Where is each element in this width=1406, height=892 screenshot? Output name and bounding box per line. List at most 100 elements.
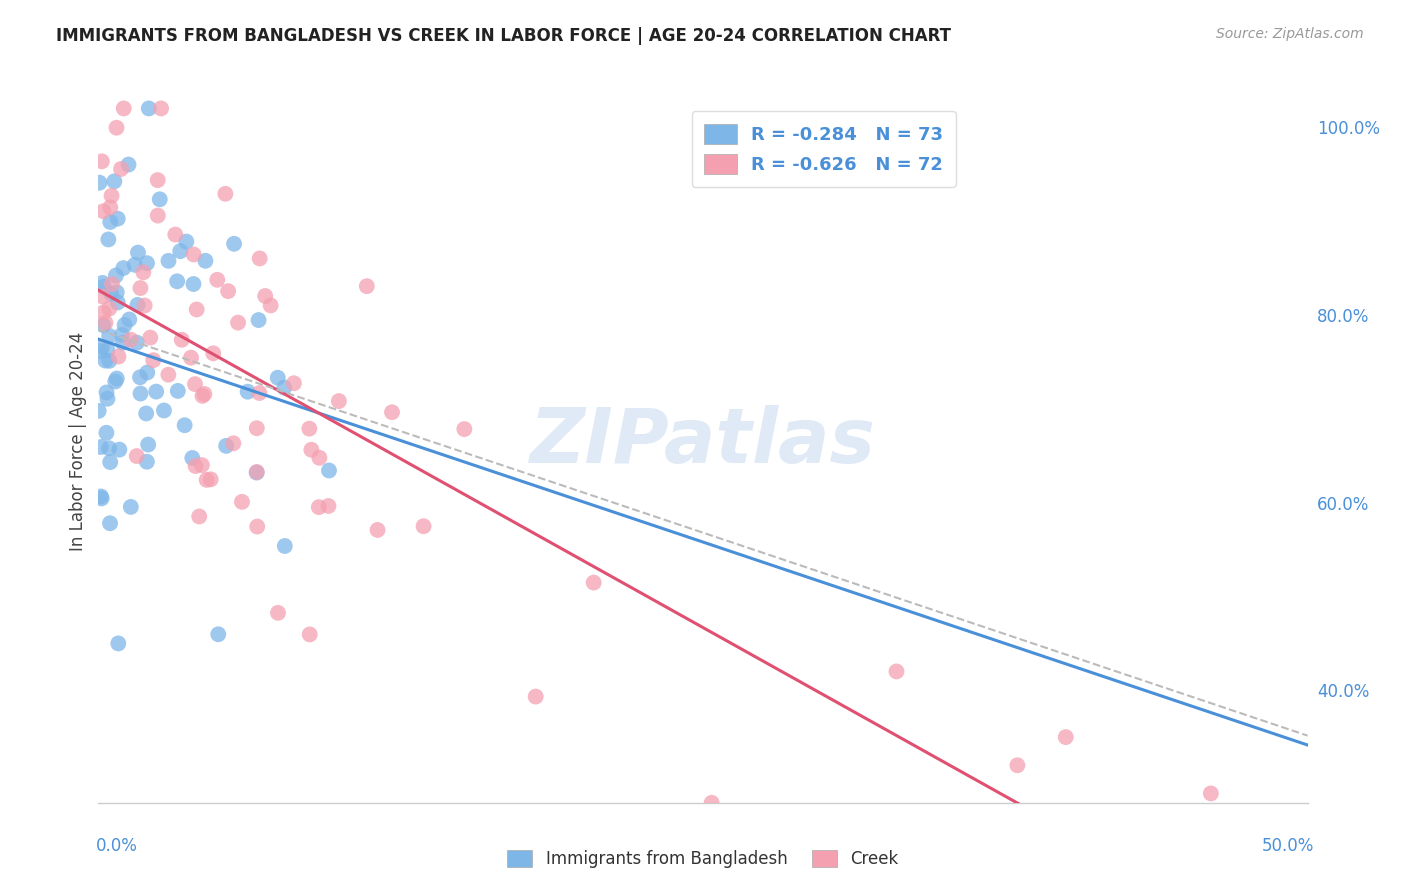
Point: [283, 376, 305, 391]
Point: [150, 102, 173, 116]
Point: [89, 344, 111, 359]
Point: [381, 405, 404, 419]
Text: 0.0%: 0.0%: [96, 837, 138, 855]
Point: [120, 333, 142, 347]
Point: [104, 375, 127, 389]
Point: [111, 335, 134, 350]
Point: [231, 495, 253, 509]
Point: [186, 302, 208, 317]
Point: [188, 509, 211, 524]
Text: Source: ZipAtlas.com: Source: ZipAtlas.com: [1216, 27, 1364, 41]
Point: [139, 330, 162, 344]
Point: [91, 340, 114, 354]
Point: [93, 279, 115, 293]
Point: [89, 176, 111, 190]
Point: [153, 403, 176, 417]
Point: [356, 279, 378, 293]
Point: [94, 353, 117, 368]
Point: [1199, 786, 1222, 800]
Point: [90, 440, 112, 454]
Point: [87, 404, 110, 418]
Point: [582, 575, 605, 590]
Y-axis label: In Labor Force | Age 20-24: In Labor Force | Age 20-24: [69, 332, 87, 551]
Point: [120, 500, 142, 514]
Point: [112, 261, 135, 276]
Point: [105, 120, 128, 135]
Point: [127, 245, 149, 260]
Point: [207, 627, 229, 641]
Point: [129, 370, 152, 384]
Point: [170, 333, 193, 347]
Point: [308, 450, 330, 465]
Point: [318, 463, 340, 477]
Point: [247, 313, 270, 327]
Point: [108, 442, 131, 457]
Point: [129, 281, 152, 295]
Point: [100, 188, 122, 202]
Point: [236, 384, 259, 399]
Text: ZIPatlas: ZIPatlas: [530, 405, 876, 478]
Point: [260, 298, 283, 312]
Point: [524, 690, 547, 704]
Point: [249, 252, 271, 266]
Point: [184, 458, 207, 473]
Point: [191, 458, 214, 472]
Point: [125, 449, 148, 463]
Point: [98, 516, 121, 531]
Point: [107, 350, 129, 364]
Point: [100, 286, 122, 301]
Point: [98, 455, 121, 469]
Text: IMMIGRANTS FROM BANGLADESH VS CREEK IN LABOR FORCE | AGE 20-24 CORRELATION CHART: IMMIGRANTS FROM BANGLADESH VS CREEK IN L…: [56, 27, 952, 45]
Point: [136, 437, 159, 451]
Point: [246, 466, 269, 480]
Point: [142, 353, 165, 368]
Point: [91, 289, 114, 303]
Point: [183, 277, 205, 291]
Point: [195, 473, 218, 487]
Point: [98, 328, 121, 343]
Point: [246, 519, 269, 533]
Point: [101, 277, 124, 292]
Point: [367, 523, 389, 537]
Point: [318, 499, 340, 513]
Point: [181, 450, 204, 465]
Point: [93, 305, 115, 319]
Point: [200, 472, 222, 486]
Legend: R = -0.284   N = 73, R = -0.626   N = 72: R = -0.284 N = 73, R = -0.626 N = 72: [692, 111, 956, 187]
Point: [191, 389, 214, 403]
Point: [111, 327, 134, 342]
Point: [180, 351, 202, 365]
Point: [222, 436, 245, 450]
Point: [129, 386, 152, 401]
Point: [96, 392, 118, 406]
Point: [176, 235, 198, 249]
Point: [165, 227, 187, 242]
Point: [184, 377, 207, 392]
Point: [98, 301, 121, 316]
Point: [98, 354, 121, 368]
Point: [105, 371, 128, 385]
Point: [112, 102, 135, 116]
Point: [254, 289, 277, 303]
Point: [90, 154, 112, 169]
Point: [226, 316, 249, 330]
Point: [96, 343, 118, 357]
Point: [267, 370, 290, 384]
Point: [298, 422, 321, 436]
Point: [267, 606, 290, 620]
Point: [96, 425, 118, 440]
Point: [124, 258, 146, 272]
Point: [273, 381, 295, 395]
Point: [136, 256, 159, 270]
Point: [96, 385, 118, 400]
Point: [97, 232, 120, 246]
Point: [202, 346, 225, 360]
Point: [127, 298, 149, 312]
Point: [118, 312, 141, 326]
Point: [107, 211, 129, 226]
Point: [105, 285, 128, 300]
Point: [91, 276, 114, 290]
Point: [299, 442, 322, 457]
Point: [222, 236, 245, 251]
Point: [308, 500, 330, 515]
